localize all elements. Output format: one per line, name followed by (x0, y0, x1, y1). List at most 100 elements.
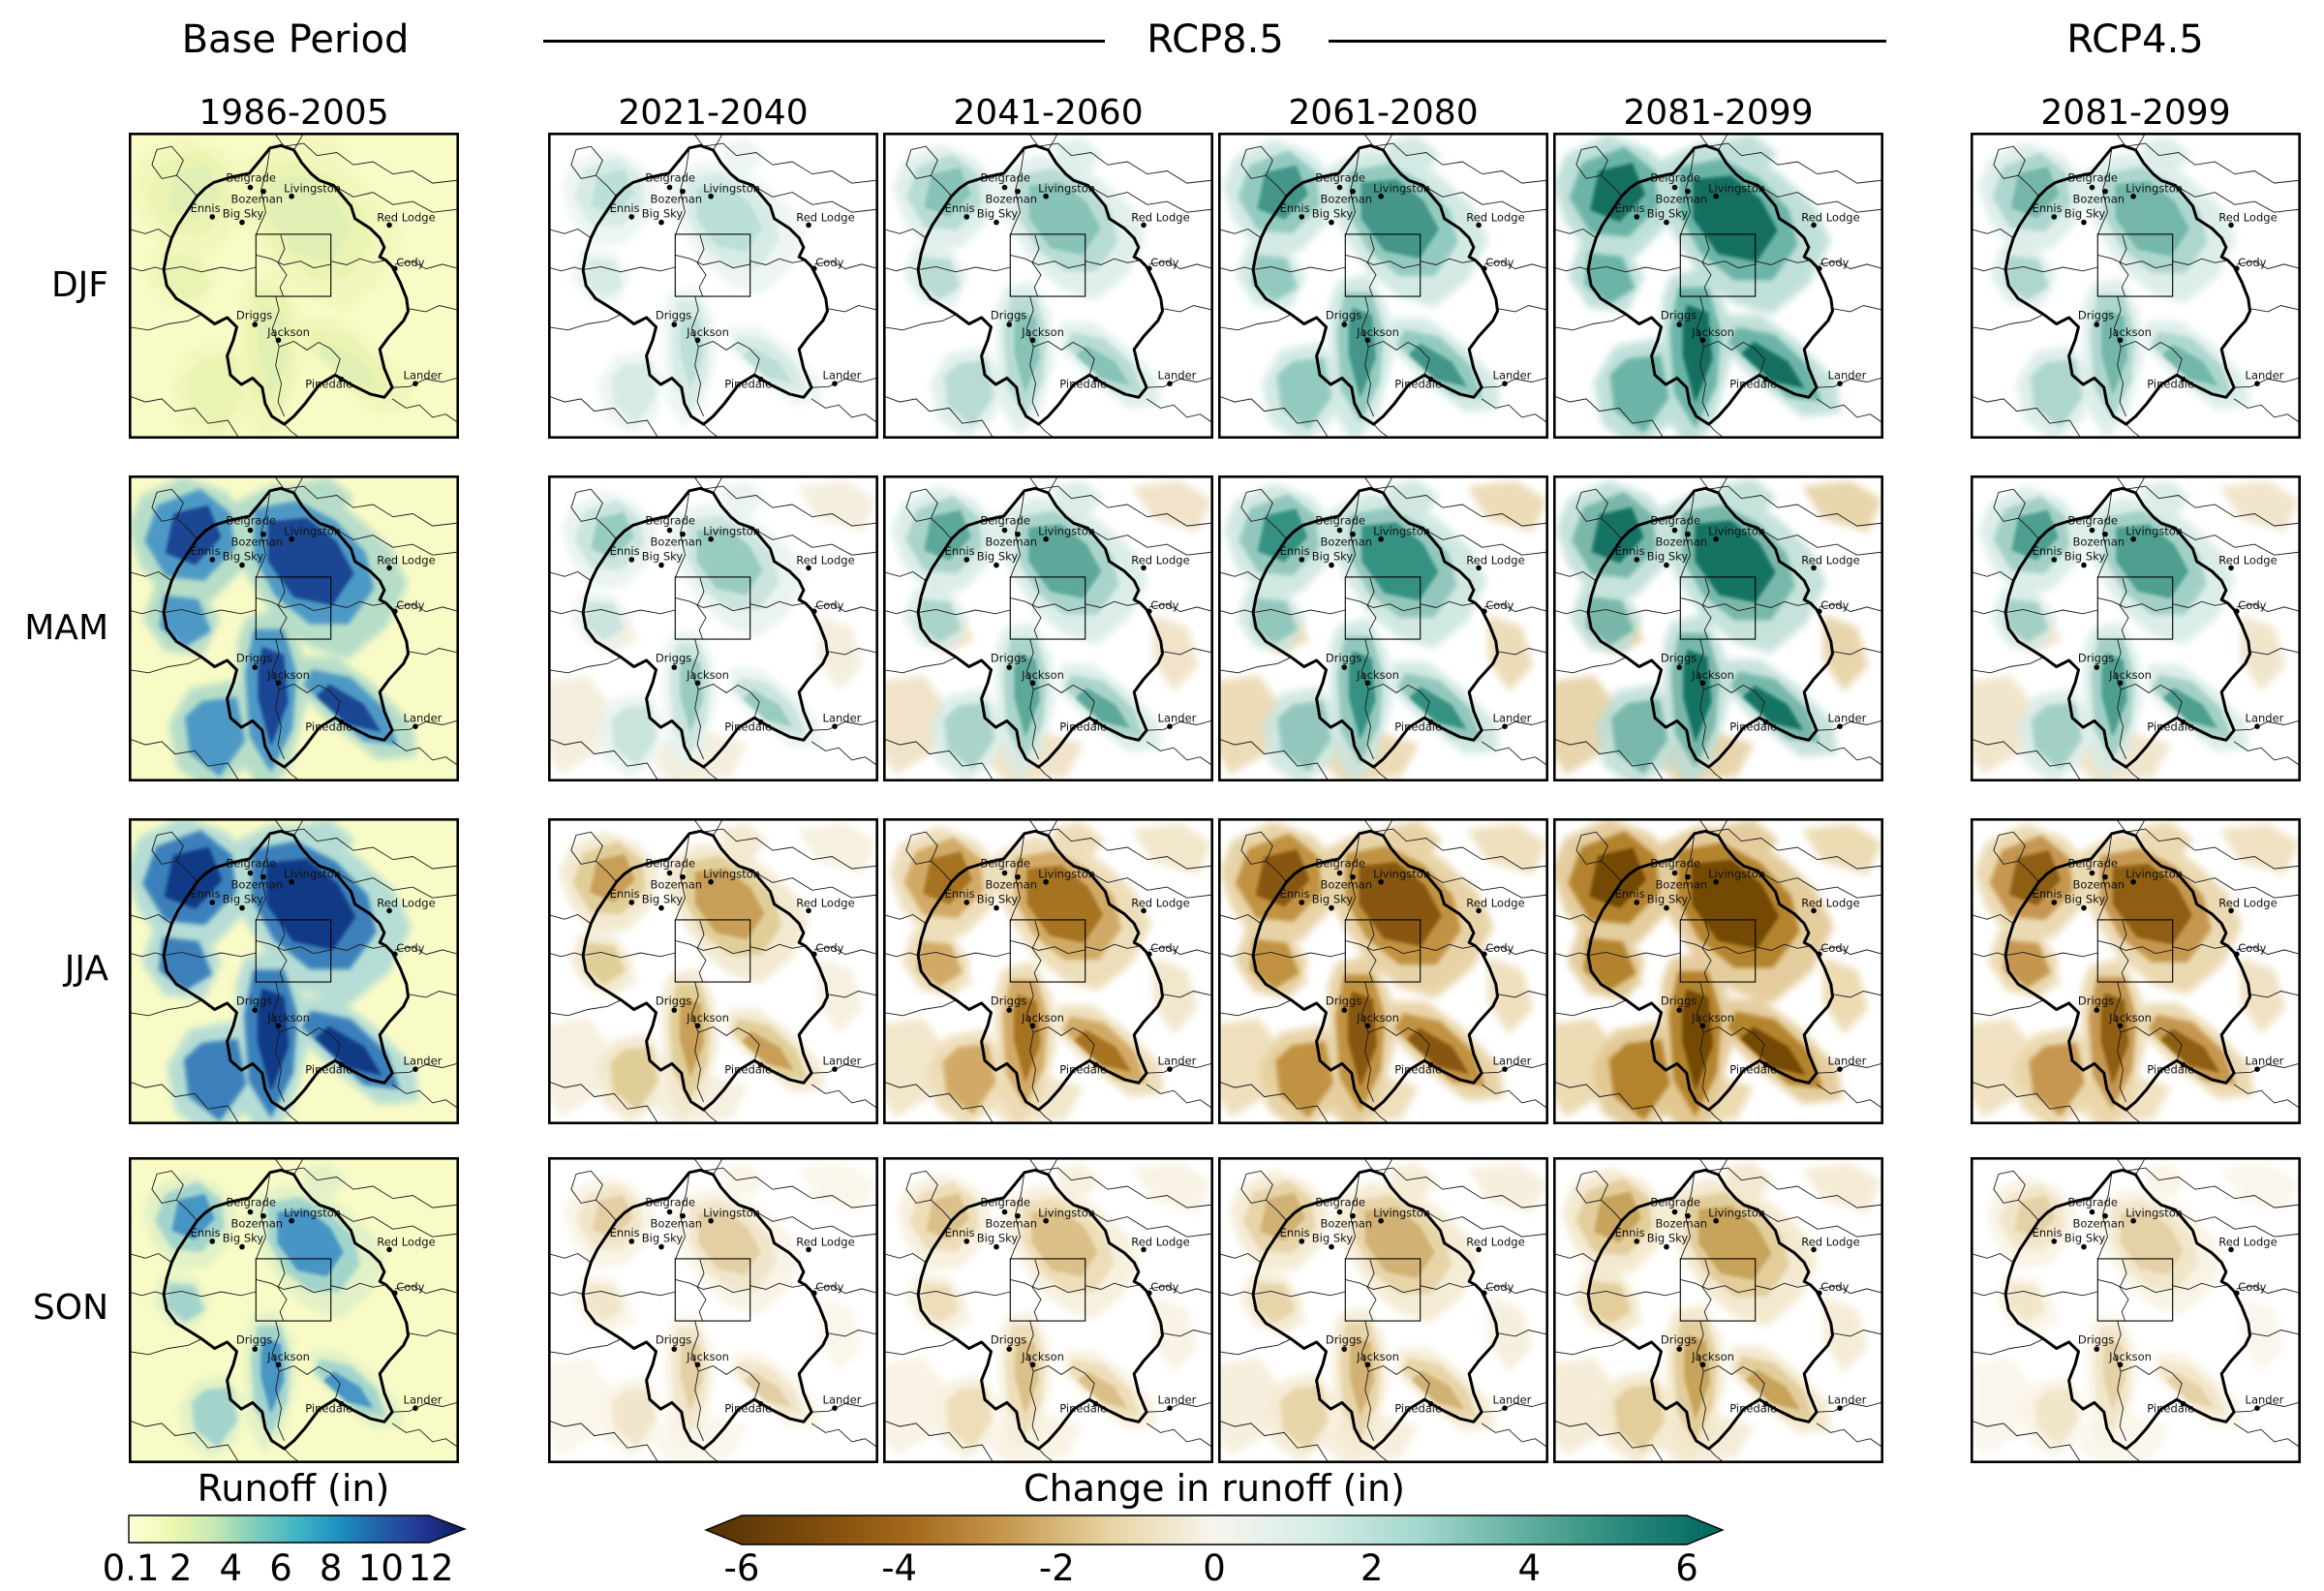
county-state-lines (1218, 133, 1548, 439)
map-panel-JJA-rcp85-4: Belgrade Bozeman Livingston Ennis Big Sky Red… (1553, 818, 1883, 1124)
city-dot-red-lodge (2228, 1246, 2234, 1253)
city-label-belgrade: Belgrade (226, 170, 276, 184)
city-dot-driggs (1006, 1007, 1013, 1013)
map-panel-SON-rcp85-3: Belgrade Bozeman Livingston Ennis Big Sky Red… (1218, 1157, 1548, 1463)
ynp-rectangle (255, 1258, 332, 1322)
city-label-belgrade: Belgrade (2067, 170, 2118, 184)
city-dot-pinedale (1762, 1061, 1769, 1068)
city-dot-driggs (2094, 1346, 2100, 1352)
city-dot-driggs (1341, 321, 1348, 327)
city-label-lander: Lander (823, 1392, 862, 1406)
city-label-lander: Lander (2246, 711, 2284, 724)
panel-border (129, 475, 459, 781)
city-dot-belgrade (1001, 184, 1008, 191)
city-dot-big-sky (658, 562, 664, 568)
city-label-pinedale: Pinedale (2147, 1401, 2194, 1415)
city-dot-driggs (252, 1007, 259, 1013)
city-label-pinedale: Pinedale (305, 1401, 352, 1415)
city-label-lander: Lander (1493, 368, 1532, 382)
city-label-livingston: Livingston (1038, 181, 1095, 195)
season-label-SON: SON (32, 1288, 108, 1328)
map-panel-JJA-rcp85-2: Belgrade Bozeman Livingston Ennis Big Sky Red… (883, 818, 1213, 1124)
city-dot-belgrade (1671, 870, 1678, 876)
city-dot-red-lodge (1141, 1246, 1147, 1253)
city-dot-ennis (1299, 214, 1305, 220)
city-dot-driggs (1341, 664, 1348, 670)
city-label-driggs: Driggs (656, 994, 691, 1007)
change-colorbar-tick-2: 2 (1360, 1547, 1384, 1589)
city-label-livingston: Livingston (1373, 1206, 1430, 1219)
city-dot-belgrade (247, 184, 254, 191)
city-dot-ennis (628, 1239, 635, 1244)
city-dot-jackson (1029, 1023, 1036, 1029)
ynp-rectangle (674, 233, 751, 297)
city-dot-ennis (209, 557, 216, 563)
city-label-ennis: Ennis (191, 887, 221, 901)
city-label-lander: Lander (404, 1054, 443, 1067)
city-label-livingston: Livingston (1708, 867, 1765, 880)
map-panel-JJA-rcp45: Belgrade Bozeman Livingston Ennis Big Sky Red… (1971, 818, 2301, 1124)
city-dot-livingston (289, 1217, 294, 1224)
panel-border (1218, 133, 1548, 439)
city-label-red-lodge: Red Lodge (377, 1236, 435, 1249)
city-dot-livingston (708, 1217, 714, 1224)
map-panel-SON-rcp85-4: Belgrade Bozeman Livingston Ennis Big Sky Red… (1553, 1157, 1883, 1463)
city-dot-big-sky (2081, 1243, 2087, 1250)
city-label-ennis: Ennis (1280, 1226, 1310, 1239)
city-label-lander: Lander (2246, 1392, 2284, 1406)
city-label-big-sky: Big Sky (223, 893, 264, 906)
city-dot-lander (2254, 1066, 2260, 1072)
city-label-lander: Lander (1158, 368, 1197, 382)
city-label-lander: Lander (1828, 1392, 1867, 1406)
city-label-cody: Cody (396, 1280, 424, 1294)
panel-border (883, 475, 1213, 781)
city-dot-lander (1837, 1405, 1843, 1411)
city-label-pinedale: Pinedale (1059, 1401, 1107, 1415)
city-label-cody: Cody (2238, 598, 2266, 612)
city-dot-cody (1817, 951, 1822, 958)
city-dot-big-sky (1329, 904, 1334, 911)
city-label-livingston: Livingston (1373, 524, 1430, 537)
city-label-bozeman: Bozeman (1656, 1216, 1708, 1230)
city-dot-bozeman (1685, 188, 1691, 195)
city-dot-cody (2234, 608, 2240, 615)
city-label-cody: Cody (815, 1280, 843, 1294)
city-dot-belgrade (666, 870, 673, 876)
city-label-belgrade: Belgrade (645, 170, 695, 184)
change-colorbar-tick-6: 6 (1675, 1547, 1698, 1589)
city-label-bozeman: Bozeman (1321, 1216, 1373, 1230)
panel-border (1971, 818, 2301, 1124)
city-label-belgrade: Belgrade (645, 1195, 695, 1209)
city-dot-pinedale (2180, 719, 2186, 725)
city-label-driggs: Driggs (1661, 308, 1697, 321)
city-label-driggs: Driggs (236, 308, 272, 321)
city-label-belgrade: Belgrade (226, 856, 276, 870)
city-dot-livingston (1043, 193, 1049, 199)
city-label-jackson: Jackson (686, 668, 729, 682)
city-dot-ennis (2051, 900, 2058, 905)
city-dot-livingston (1713, 535, 1719, 542)
city-label-red-lodge: Red Lodge (1466, 554, 1524, 567)
city-dot-jackson (694, 680, 701, 687)
ynp-rectangle (1679, 233, 1757, 297)
city-label-jackson: Jackson (1021, 668, 1064, 682)
city-label-bozeman: Bozeman (1321, 192, 1373, 205)
ynp-rectangle (2096, 233, 2174, 297)
city-label-livingston: Livingston (2125, 1206, 2183, 1219)
city-label-jackson: Jackson (1691, 1011, 1734, 1025)
city-dot-bozeman (260, 1212, 266, 1219)
map-panel-SON-rcp45: Belgrade Bozeman Livingston Ennis Big Sky Red… (1971, 1157, 2301, 1463)
city-dot-lander (1502, 1066, 1508, 1072)
city-label-big-sky: Big Sky (223, 1232, 264, 1245)
county-state-lines (1971, 818, 2301, 1124)
county-state-lines (548, 818, 878, 1124)
map-panel-MAM-rcp85-3: Belgrade Bozeman Livingston Ennis Big Sky Red… (1218, 475, 1548, 781)
city-label-jackson: Jackson (1021, 1350, 1064, 1363)
city-dot-driggs (1341, 1346, 1348, 1352)
county-state-lines (1971, 133, 2301, 439)
city-label-driggs: Driggs (1326, 994, 1361, 1007)
county-state-lines (883, 475, 1213, 781)
county-state-lines (129, 1157, 459, 1463)
city-label-bozeman: Bozeman (986, 535, 1038, 548)
city-label-cody: Cody (396, 256, 424, 269)
